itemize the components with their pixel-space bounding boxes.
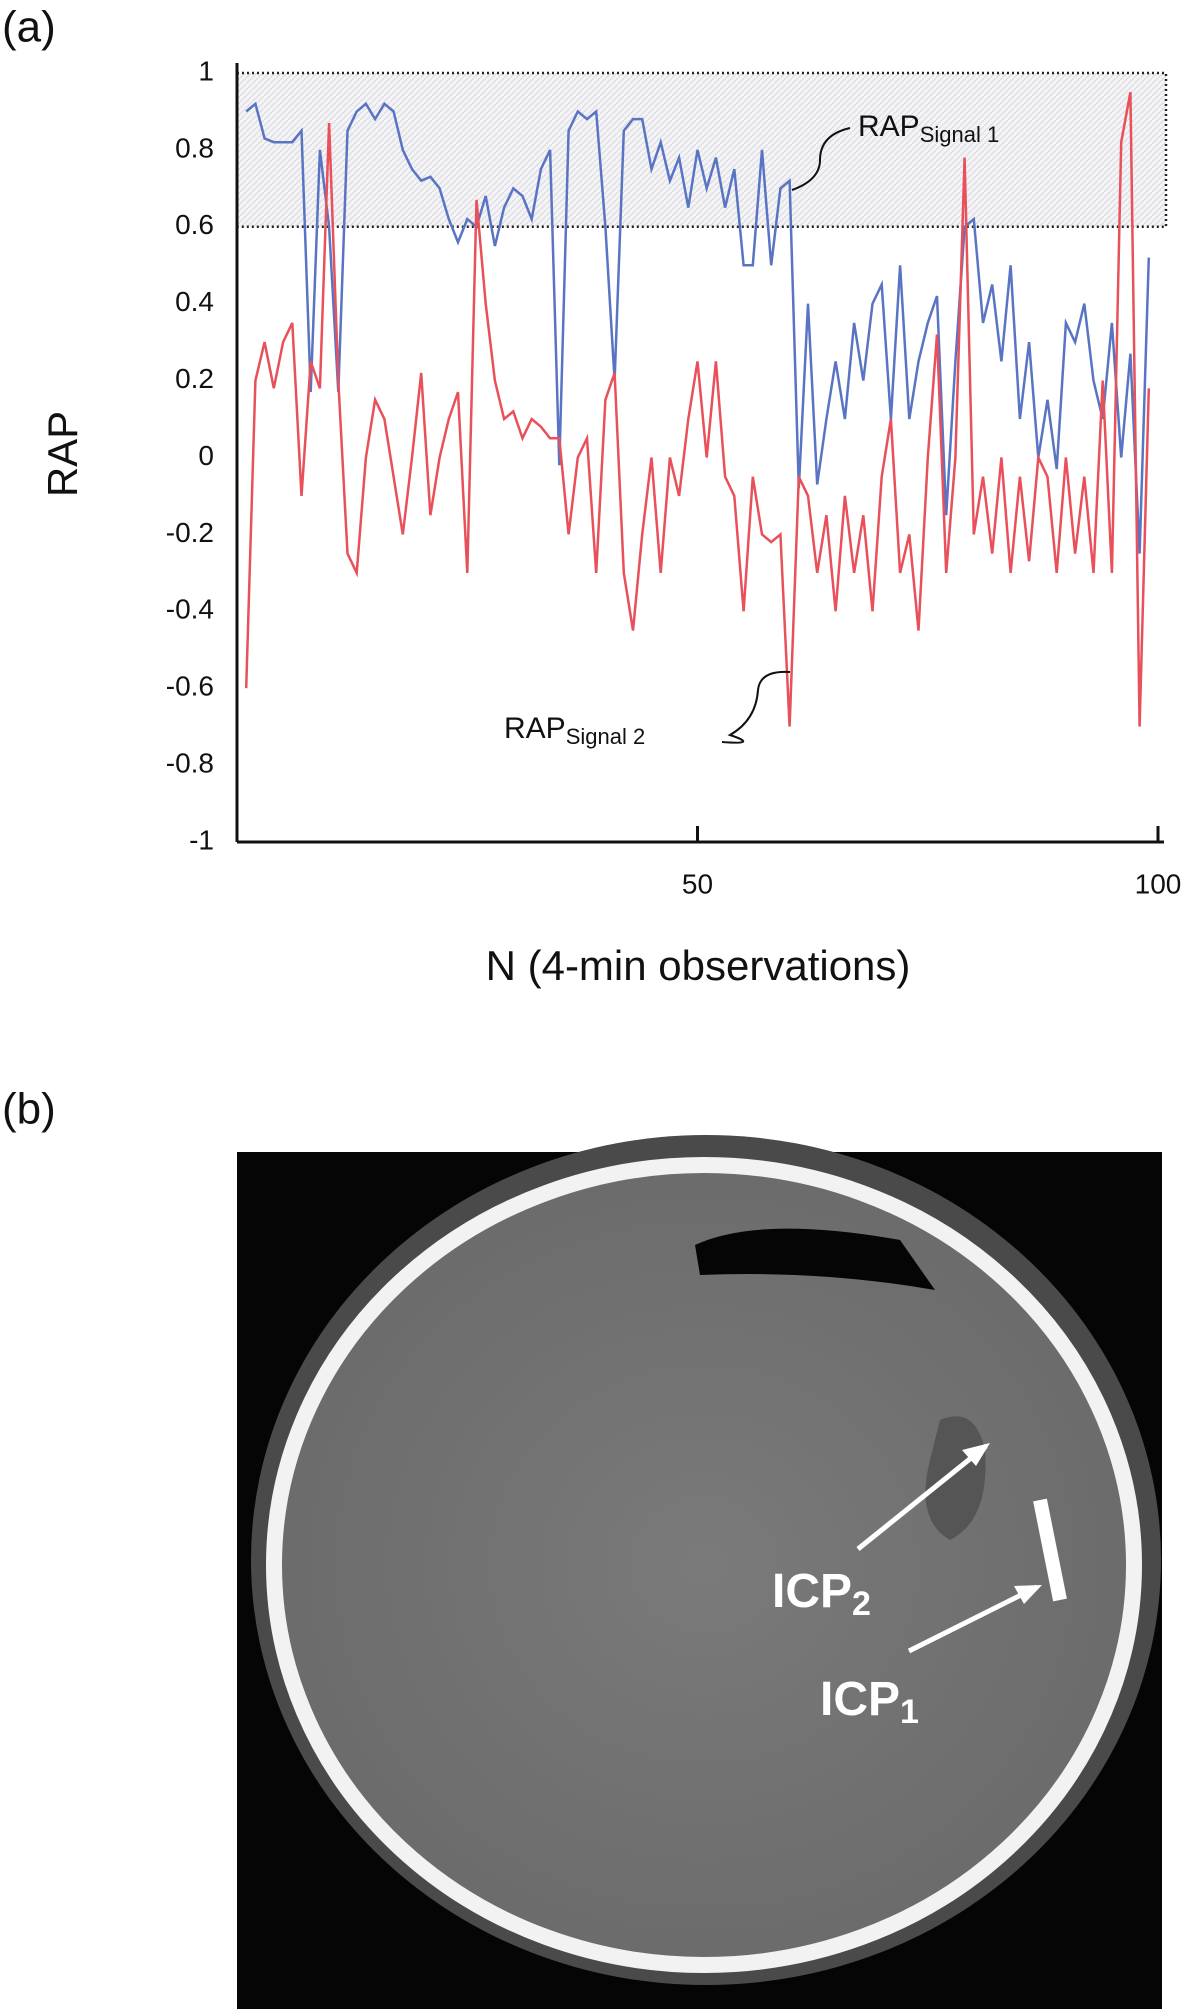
series-label-subscript: Signal 2 (566, 724, 646, 749)
y-tick-label: -1 (189, 824, 214, 855)
y-tick-label: -0.6 (166, 671, 214, 702)
series-label: RAPSignal 2 (504, 712, 645, 749)
probe (1033, 1498, 1067, 1602)
series-label-text: RAP (858, 110, 920, 143)
series-label: RAPSignal 1 (858, 110, 999, 147)
x-tick-label: 100 (1135, 868, 1182, 899)
ct-image: ICP2 ICP1 (237, 1135, 1162, 2009)
series-line (244, 91, 1151, 727)
arrow-head (1014, 1585, 1042, 1604)
y-tick-label: 0 (198, 440, 214, 471)
y-tick-label: 0.2 (175, 363, 214, 394)
x-tick-label: 50 (682, 868, 713, 899)
y-tick-label: -0.2 (166, 517, 214, 548)
series-line (245, 101, 1151, 554)
callout-line (721, 670, 791, 744)
annotation-subscript: 1 (900, 1693, 919, 1731)
series-label-subscript: Signal 1 (920, 122, 1000, 147)
air-pocket (695, 1228, 935, 1290)
annotation-text: ICP (772, 1565, 852, 1618)
shaded-range (235, 71, 1168, 229)
y-tick-label: -0.4 (166, 594, 214, 625)
annotation-text: ICP (820, 1673, 900, 1726)
y-axis-title: RAP (39, 411, 86, 497)
skull (266, 1157, 1142, 1973)
y-tick-label: 0.6 (175, 209, 214, 240)
annotation: ICP2 (772, 1565, 871, 1623)
panel-label: (b) (2, 1085, 56, 1134)
y-tick-label: 1 (198, 55, 214, 86)
y-tick-label: -0.8 (166, 747, 214, 778)
plot-area: -1 -0.8 -0.6 -0.4 -0.2 0 0.2 0.4 0.6 0.8 1 50 100 RAP… (166, 55, 1182, 899)
x-axis-title: N (4-min observations) (486, 942, 911, 989)
series-label-text: RAP (504, 712, 566, 745)
annotation: ICP1 (820, 1673, 919, 1731)
arrow-head (962, 1443, 990, 1466)
panel-label: (a) (2, 3, 56, 52)
annotation-subscript: 2 (852, 1585, 871, 1623)
lesion (925, 1416, 986, 1540)
y-tick-label: 0.4 (175, 286, 214, 317)
y-tick-label: 0.8 (175, 132, 214, 163)
arrow-shaft (856, 1444, 988, 1551)
callout-line (791, 127, 851, 191)
arrow-shaft (907, 1584, 1039, 1654)
